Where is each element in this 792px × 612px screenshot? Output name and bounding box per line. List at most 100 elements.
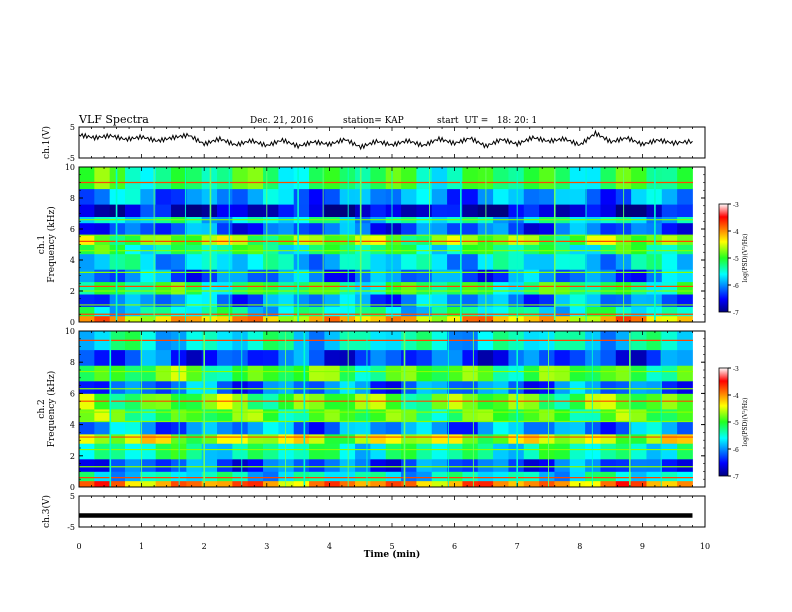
spectrogram-cell: [385, 306, 402, 317]
spectrogram-cell: [247, 253, 264, 270]
spectrogram-cell: [355, 269, 371, 283]
spectrogram-cell: [355, 222, 371, 236]
spectrogram-cell: [217, 471, 233, 482]
spectrogram-cell: [569, 222, 586, 236]
spectrogram-cell: [600, 349, 617, 366]
ch1-spectrogram-panel: 0 2 4 6 8 10 ch.1Frequency (kHz): [37, 163, 706, 327]
spectrogram-cell: [278, 294, 295, 307]
spectrogram-cell: [293, 433, 310, 444]
colorbar-tick-label: -7: [733, 474, 739, 481]
spectrogram-cell: [370, 480, 387, 488]
spectrogram-cell: [339, 471, 356, 482]
spectrogram-cell: [339, 222, 356, 236]
spectrogram-cell: [462, 235, 479, 245]
spectrogram-cell: [416, 409, 433, 422]
spectrogram-cell: [615, 433, 632, 444]
y-tick-label: 2: [70, 452, 75, 461]
spectrogram-cell: [94, 294, 111, 307]
spectrogram-cell: [431, 204, 448, 217]
spectrogram-cell: [324, 365, 341, 382]
spectrogram-cell: [171, 244, 187, 255]
spectrogram-cell: [462, 281, 479, 295]
spectrogram-cell: [508, 188, 525, 205]
spectrogram-cell: [493, 315, 509, 323]
spectrogram-cell: [140, 365, 157, 382]
spectrogram-cell: [569, 471, 586, 482]
spectrogram-cell: [493, 294, 509, 307]
spectrogram-cell: [171, 235, 187, 245]
spectrogram-cell: [247, 222, 264, 236]
spectrogram-cell: [508, 471, 525, 482]
spectrogram-cell: [539, 269, 555, 283]
spectrogram-cell: [339, 421, 356, 435]
spectrogram-cell: [385, 433, 402, 444]
spectrogram-cell: [278, 380, 295, 394]
spectrogram-cell: [401, 458, 417, 472]
spectrogram-cell: [263, 471, 279, 482]
spectrogram-cell: [140, 244, 157, 255]
spectrogram-cell: [401, 421, 417, 435]
spectrogram-cell: [324, 443, 341, 460]
spectrogram-cell: [171, 281, 187, 295]
spectrogram-cell: [79, 480, 95, 488]
spectrogram-cell: [155, 433, 172, 444]
spectrogram-cell: [569, 269, 586, 283]
spectrogram-cell: [355, 306, 371, 317]
y-tick-label: 2: [70, 287, 75, 296]
spectrogram-cell: [646, 433, 663, 444]
spectrogram-cell: [385, 244, 402, 255]
spectrogram-cell: [263, 433, 279, 444]
spectrogram-cell: [539, 380, 555, 394]
spectrogram-cell: [585, 306, 601, 317]
spectrogram-cell: [462, 380, 479, 394]
date-label: Dec. 21, 2016: [250, 116, 314, 126]
spectrogram-cell: [462, 204, 479, 217]
spectrogram-cell: [508, 253, 525, 270]
spectrogram-cell: [569, 409, 586, 422]
spectrogram-cell: [554, 365, 571, 382]
spectrogram-cell: [171, 269, 187, 283]
spectrogram-cell: [186, 235, 203, 245]
spectrogram-cell: [600, 222, 617, 236]
spectrogram-cell: [539, 244, 555, 255]
spectrogram-cell: [79, 433, 95, 444]
spectrogram-cell: [677, 269, 693, 283]
spectrogram-cell: [355, 235, 371, 245]
spectrogram-cell: [539, 306, 555, 317]
spectrogram-cell: [247, 188, 264, 205]
spectrogram-cell: [370, 253, 387, 270]
spectrogram-cell: [631, 480, 647, 488]
spectrogram-cell: [385, 471, 402, 482]
spectrogram-cell: [155, 253, 172, 270]
spectrogram-cell: [401, 433, 417, 444]
spectrogram-cell: [447, 365, 463, 382]
x-tick-label: 2: [202, 542, 207, 551]
spectrogram-cell: [523, 480, 540, 488]
spectrogram-cell: [309, 380, 325, 394]
spectrogram-cell: [447, 167, 463, 190]
spectrogram-cell: [125, 471, 141, 482]
spectrogram-cell: [539, 281, 555, 295]
spectrogram-cell: [477, 421, 494, 435]
spectrogram-cell: [646, 409, 663, 422]
spectrogram-cell: [324, 269, 341, 283]
spectrogram-cell: [401, 443, 417, 460]
spectrogram-cell: [370, 222, 387, 236]
spectrogram-cell: [263, 458, 279, 472]
spectrogram-cell: [631, 244, 647, 255]
spectrogram-cell: [201, 253, 218, 270]
spectrogram-cell: [370, 471, 387, 482]
spectrogram-cell: [631, 380, 647, 394]
spectrogram-cell: [385, 253, 402, 270]
spectrogram-cell: [431, 409, 448, 422]
spectrogram-cell: [600, 253, 617, 270]
spectrogram-cell: [539, 421, 555, 435]
spectrogram-cell: [508, 294, 525, 307]
spectrogram-cell: [309, 458, 325, 472]
spectrogram-cell: [232, 365, 249, 382]
spectrogram-cell: [217, 315, 233, 323]
spectrogram-cell: [232, 380, 249, 394]
spectrogram-cell: [140, 380, 157, 394]
spectrogram-cell: [431, 167, 448, 190]
spectrogram-cell: [462, 349, 479, 366]
